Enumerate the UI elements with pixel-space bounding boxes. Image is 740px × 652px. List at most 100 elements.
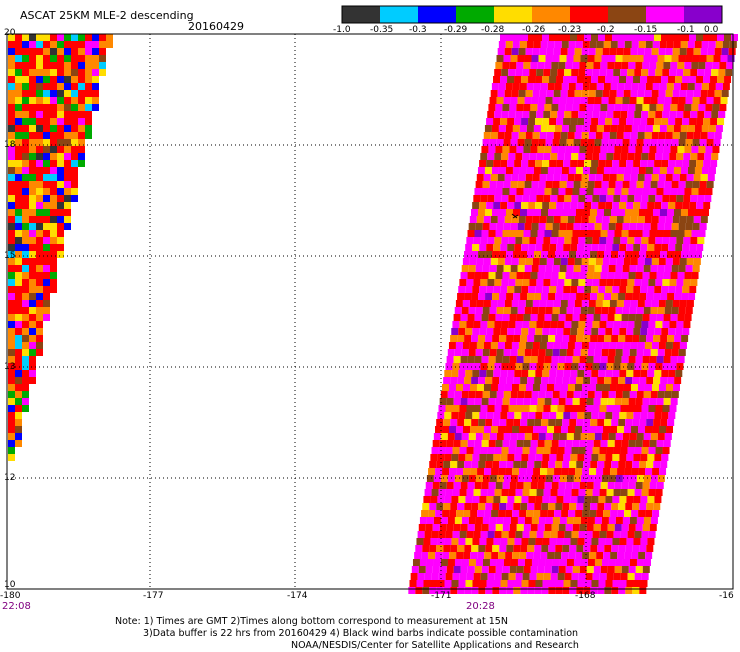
swath-cell: [577, 76, 585, 83]
swath-cell: [718, 69, 726, 76]
swath-cell: [485, 251, 493, 258]
swath-cell: [575, 167, 583, 174]
swath-cell: [496, 391, 504, 398]
chart-title: ASCAT 25KM MLE-2 descending: [20, 9, 194, 22]
swath-cell: [22, 335, 29, 342]
swath-cell: [64, 202, 71, 209]
swath-cell: [571, 363, 579, 370]
plot-frame: [6, 33, 734, 590]
swath-cell: [555, 419, 563, 426]
swath-cell: [472, 244, 480, 251]
colorbar-segment: [380, 6, 418, 23]
swath-cell: [526, 468, 534, 475]
swath-cell: [478, 293, 486, 300]
swath-cell: [477, 426, 485, 433]
swath-cell: [536, 447, 544, 454]
swath-cell: [592, 531, 600, 538]
swath-cell: [647, 244, 655, 251]
swath-cell: [618, 503, 626, 510]
swath-cell: [627, 321, 635, 328]
swath-cell: [641, 279, 649, 286]
swath-cell: [649, 440, 657, 447]
swath-cell: [498, 125, 506, 132]
swath-cell: [577, 412, 585, 419]
swath-cell: [624, 125, 632, 132]
swath-cell: [457, 545, 465, 552]
swath-cell: [526, 83, 534, 90]
swath-cell: [498, 41, 506, 48]
swath-cell: [617, 125, 625, 132]
swath-cell: [521, 286, 529, 293]
swath-cell: [651, 342, 659, 349]
swath-cell: [670, 398, 678, 405]
swath-cell: [490, 216, 498, 223]
swath-cell: [493, 328, 501, 335]
swath-cell: [36, 62, 43, 69]
swath-cell: [542, 412, 550, 419]
swath-cell: [475, 181, 483, 188]
swath-cell: [707, 90, 715, 97]
swath-cell: [421, 510, 429, 517]
swath-cell: [538, 55, 546, 62]
swath-cell: [601, 97, 609, 104]
swath-cell: [440, 559, 448, 566]
swath-cell: [596, 468, 604, 475]
swath-cell: [683, 153, 691, 160]
swath-cell: [606, 111, 614, 118]
swath-cell: [490, 342, 498, 349]
swath-cell: [29, 90, 36, 97]
swath-cell: [602, 384, 610, 391]
swath-cell: [673, 209, 681, 216]
swath-cell: [585, 69, 593, 76]
swath-cell: [655, 321, 663, 328]
swath-cell: [659, 167, 667, 174]
swath-cell: [474, 566, 482, 573]
swath-cell: [581, 90, 589, 97]
swath-cell: [679, 174, 687, 181]
swath-cell: [499, 377, 507, 384]
swath-cell: [557, 69, 565, 76]
swath-cell: [627, 363, 635, 370]
swath-cell: [635, 356, 643, 363]
swath-cell: [634, 489, 642, 496]
swath-cell: [613, 405, 621, 412]
swath-cell: [15, 41, 22, 48]
swath-cell: [599, 111, 607, 118]
swath-cell: [573, 181, 581, 188]
swath-cell: [15, 314, 22, 321]
swath-cell: [64, 111, 71, 118]
swath-cell: [682, 244, 690, 251]
swath-cell: [36, 167, 43, 174]
swath-cell: [509, 188, 517, 195]
swath-cell: [564, 447, 572, 454]
swath-cell: [609, 300, 617, 307]
swath-cell: [616, 300, 624, 307]
swath-cell: [605, 454, 613, 461]
swath-cell: [556, 412, 564, 419]
swath-cell: [537, 146, 545, 153]
swath-cell: [607, 62, 615, 69]
swath-cell: [578, 573, 586, 580]
swath-cell: [651, 300, 659, 307]
swath-cell: [476, 384, 484, 391]
swath-cell: [561, 468, 569, 475]
swath-cell: [574, 384, 582, 391]
swath-cell: [591, 454, 599, 461]
swath-cell: [536, 69, 544, 76]
swath-cell: [50, 230, 57, 237]
swath-cell: [43, 209, 50, 216]
swath-cell: [545, 349, 553, 356]
swath-cell: [457, 377, 465, 384]
swath-cell: [562, 419, 570, 426]
swath-cell: [36, 230, 43, 237]
swath-cell: [536, 279, 544, 286]
swath-cell: [78, 153, 85, 160]
swath-cell: [598, 202, 606, 209]
swath-cell: [509, 482, 517, 489]
swath-cell: [679, 48, 687, 55]
swath-cell: [506, 503, 514, 510]
swath-cell: [620, 321, 628, 328]
swath-cell: [512, 41, 520, 48]
swath-cell: [603, 426, 611, 433]
swath-cell: [521, 34, 528, 41]
